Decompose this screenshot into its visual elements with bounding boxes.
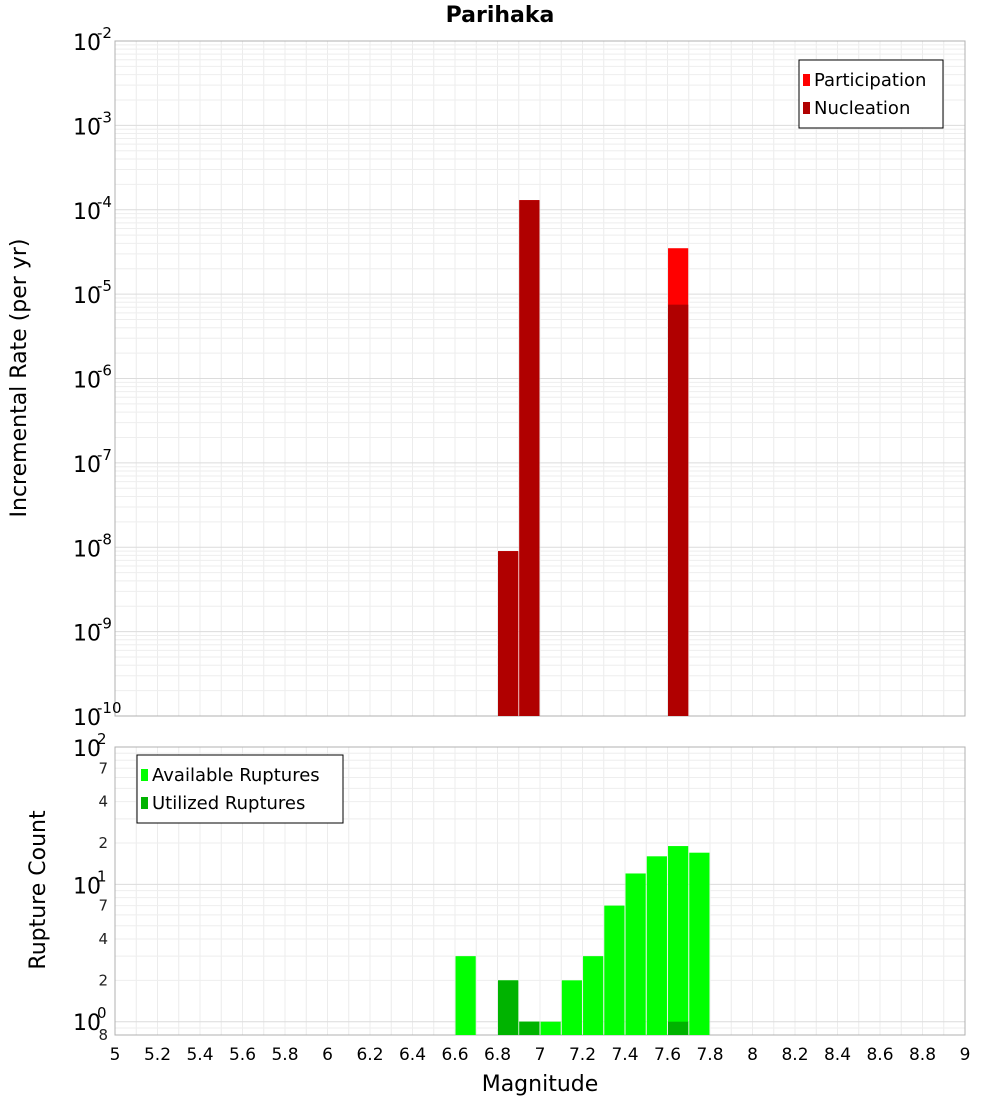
y-tick-label: 10 [73,537,101,562]
plot-border [114,746,966,1036]
x-axis-ticks: 5 5.2 5.4 5.6 5.8 6 6.2 6.4 6.6 6.8 7 7.2 7.4 7.6 7.8 8… [110,1045,971,1065]
x-tick-label: 5.8 [271,1045,298,1065]
legend-swatch [141,769,148,781]
y-tick-exponent: 1 [97,867,107,885]
bottom-legend: Available Ruptures Utilized Ruptures [136,754,344,824]
top-plot-grid [114,40,966,717]
x-tick-label: 7 [535,1045,546,1065]
x-tick-label: 8.4 [824,1045,851,1065]
x-axis-label: Magnitude [482,1072,599,1097]
legend-entry: Participation [814,70,926,91]
x-tick-label: 8 [747,1045,758,1065]
y-tick-label: 10 [73,284,101,309]
x-tick-label: 7.8 [696,1045,723,1065]
nucleation-bar [498,551,519,716]
y-tick-exponent: -4 [97,193,112,211]
x-tick-label: 7.6 [654,1045,681,1065]
y-tick-label: 10 [73,200,101,225]
legend-swatch [141,797,148,809]
x-tick-label: 7.4 [611,1045,638,1065]
available-ruptures-bar [625,873,646,1035]
y-tick-exponent: -3 [97,108,112,126]
available-ruptures-bar [455,956,476,1035]
y-minor-tick-label: 4 [98,930,108,948]
y-minor-tick-label: 7 [98,759,108,777]
y-tick-label: 10 [73,737,101,762]
y-minor-tick-label: 2 [98,834,108,852]
x-tick-label: 8.6 [866,1045,893,1065]
utilized-ruptures-bar [668,1021,689,1035]
y-tick-label: 10 [73,369,101,394]
nucleation-bar [668,304,689,716]
utilized-ruptures-bar [498,980,519,1035]
legend-entry: Nucleation [814,98,910,119]
utilized-ruptures-bar [519,1021,540,1035]
available-ruptures-bar [646,856,667,1035]
x-tick-label: 5.6 [229,1045,256,1065]
y-minor-tick-label: 4 [98,793,108,811]
available-ruptures-bar [668,846,689,1035]
legend-entry: Available Ruptures [152,765,320,786]
y-tick-label: 10 [73,874,101,899]
available-ruptures-bar [689,852,710,1035]
top-legend: Participation Nucleation [798,59,944,129]
available-ruptures-bar [604,905,625,1035]
x-tick-label: 6 [322,1045,333,1065]
y-minor-tick-label: 2 [98,971,108,989]
y-tick-label: 10 [73,453,101,478]
x-tick-label: 5.2 [144,1045,171,1065]
bottom-y-axis-label: Rupture Count [26,810,51,970]
y-tick-exponent: -5 [97,277,112,295]
y-tick-label: 10 [73,706,101,731]
y-tick-label: 10 [73,115,101,140]
y-tick-exponent: -10 [97,699,122,717]
bottom-legend-box [136,754,344,824]
nucleation-series [498,200,689,716]
x-tick-label: 5 [110,1045,121,1065]
available-ruptures-bar [540,1021,561,1035]
available-ruptures-bar [561,980,582,1035]
x-tick-label: 7.2 [569,1045,596,1065]
plot-border [114,40,966,717]
y-tick-label: 10 [73,1011,101,1036]
available-ruptures-bar [583,956,604,1035]
y-tick-exponent: -2 [97,24,112,42]
top-y-axis-label: Incremental Rate (per yr) [7,239,32,518]
legend-entry: Utilized Ruptures [152,793,305,814]
nucleation-bar [519,200,540,716]
y-tick-exponent: -6 [97,362,112,380]
legend-swatch [803,102,810,114]
x-tick-label: 6.2 [356,1045,383,1065]
utilized-ruptures-series [498,980,689,1035]
y-tick-exponent: 2 [97,730,107,748]
y-minor-tick-label: 7 [98,897,108,915]
legend-swatch [803,74,810,86]
y-minor-tick-label: 8 [98,1026,108,1044]
y-tick-exponent: -7 [97,446,112,464]
x-tick-label: 6.8 [484,1045,511,1065]
x-tick-label: 8.8 [909,1045,936,1065]
x-tick-label: 5.4 [186,1045,213,1065]
x-tick-label: 9 [960,1045,971,1065]
y-tick-label: 10 [73,31,101,56]
y-tick-label: 10 [73,622,101,647]
y-tick-exponent: -9 [97,615,112,633]
top-y-axis-ticks: 10-210-310-410-510-610-710-810-910-10 [73,24,122,731]
y-tick-exponent: -8 [97,530,112,548]
y-tick-exponent: 0 [97,1004,107,1022]
top-legend-box [798,59,944,129]
x-tick-label: 6.6 [441,1045,468,1065]
x-tick-label: 6.4 [399,1045,426,1065]
chart-title: Parihaka [446,3,555,28]
x-tick-label: 8.2 [781,1045,808,1065]
